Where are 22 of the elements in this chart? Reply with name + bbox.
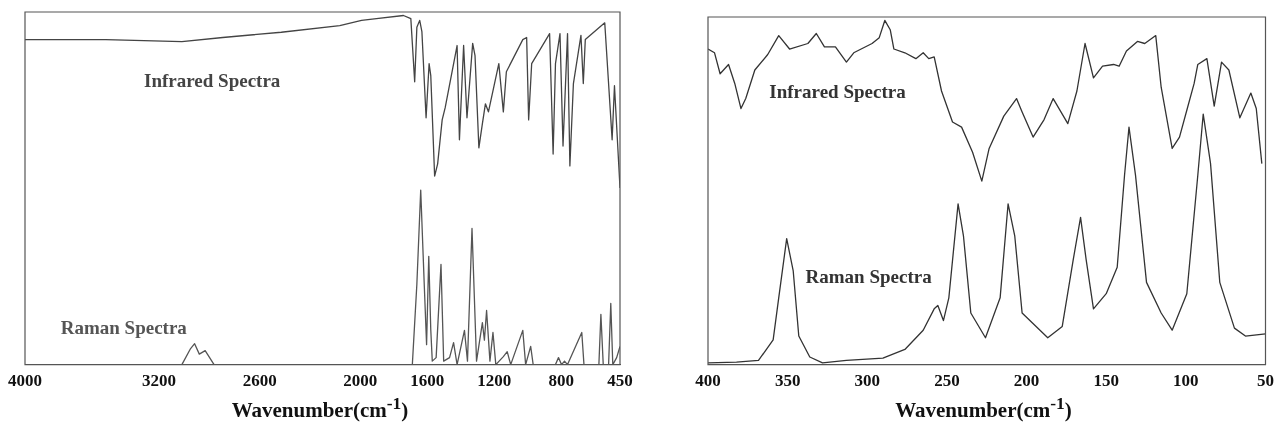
series-label: Infrared Spectra: [144, 70, 281, 92]
x-tick-label: 2000: [343, 371, 378, 391]
series-label: Infrared Spectra: [769, 81, 907, 103]
x-tick-label: 50: [1257, 371, 1274, 391]
x-tick-label: 800: [548, 371, 575, 391]
x-tick-label: 1200: [477, 371, 512, 391]
x-tick-label: 4000: [8, 371, 42, 391]
x-tick-label: 400: [695, 371, 721, 391]
x-tick-label: 450: [607, 371, 633, 391]
series-label: Raman Spectra: [60, 317, 188, 339]
x-tick-label: 150: [1093, 371, 1119, 391]
x-tick-label: 250: [934, 371, 960, 391]
series-label: Raman Spectra: [805, 265, 933, 287]
x-tick-label: 200: [1013, 371, 1040, 391]
x-tick-label: 100: [1173, 371, 1199, 391]
x-axis-title: Wavenumber(cm$^{-1}$): [230, 393, 410, 423]
x-tick-label: 1600: [410, 371, 445, 391]
x-tick-label: 300: [854, 371, 881, 391]
x-axis-title: Wavenumber(cm$^{-1}$): [894, 393, 1073, 423]
x-tick-label: 2600: [242, 371, 277, 391]
x-tick-label: 350: [774, 371, 801, 391]
x-tick-label: 3200: [142, 371, 177, 391]
